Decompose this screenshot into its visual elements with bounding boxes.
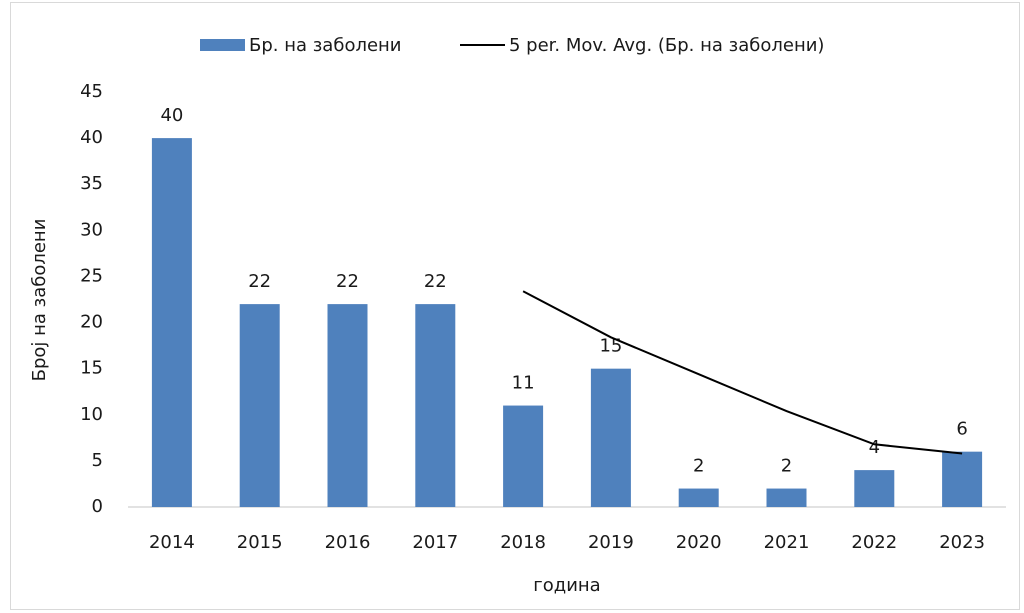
- y-tick-label: 15: [80, 358, 103, 379]
- bar: [415, 304, 456, 507]
- y-tick-label: 35: [80, 173, 103, 194]
- data-label: 40: [160, 105, 183, 126]
- bar: [327, 304, 368, 507]
- x-tick-label: 2019: [588, 532, 634, 553]
- data-label: 2: [781, 456, 792, 477]
- x-tick-label: 2017: [412, 532, 458, 553]
- legend-label: Бр. на заболени: [249, 35, 402, 56]
- x-tick-label: 2018: [500, 532, 546, 553]
- y-tick-label: 45: [80, 81, 103, 102]
- legend-label: 5 per. Mov. Avg. (Бр. на заболени): [509, 35, 824, 56]
- y-tick-label: 10: [80, 404, 103, 425]
- data-label: 4: [869, 437, 880, 458]
- x-tick-label: 2021: [764, 532, 810, 553]
- x-tick-label: 2015: [237, 532, 283, 553]
- bar: [854, 470, 895, 507]
- data-label: 22: [336, 271, 359, 292]
- data-label: 22: [248, 271, 271, 292]
- x-axis-title: година: [533, 575, 600, 596]
- x-tick-label: 2014: [149, 532, 195, 553]
- data-label: 22: [424, 271, 447, 292]
- bar: [678, 488, 719, 507]
- legend-swatch: [200, 39, 245, 51]
- x-tick-label: 2023: [939, 532, 985, 553]
- y-tick-label: 30: [80, 219, 103, 240]
- bar: [151, 138, 192, 507]
- bar: [239, 304, 280, 507]
- x-tick-label: 2016: [325, 532, 371, 553]
- data-label: 15: [599, 336, 622, 357]
- x-tick-label: 2022: [851, 532, 897, 553]
- bar: [503, 405, 544, 507]
- x-tick-label: 2020: [676, 532, 722, 553]
- bar: [590, 368, 631, 507]
- y-tick-label: 20: [80, 312, 103, 333]
- data-label: 6: [956, 419, 967, 440]
- y-tick-label: 40: [80, 127, 103, 148]
- y-tick-label: 0: [92, 496, 103, 517]
- y-tick-label: 5: [92, 450, 103, 471]
- bar: [942, 451, 983, 507]
- y-tick-label: 25: [80, 265, 103, 286]
- data-label: 2: [693, 456, 704, 477]
- moving-average-line: [522, 290, 963, 455]
- y-axis-title: Број на заболени: [29, 219, 50, 382]
- bar: [766, 488, 807, 507]
- data-label: 11: [512, 373, 535, 394]
